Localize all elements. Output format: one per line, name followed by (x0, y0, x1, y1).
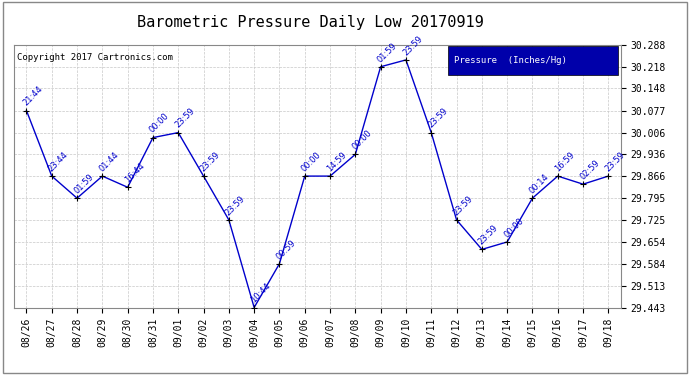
FancyBboxPatch shape (448, 46, 618, 75)
Text: Barometric Pressure Daily Low 20170919: Barometric Pressure Daily Low 20170919 (137, 15, 484, 30)
Text: 23:59: 23:59 (426, 106, 449, 130)
Text: Copyright 2017 Cartronics.com: Copyright 2017 Cartronics.com (17, 53, 172, 62)
Text: 00:14: 00:14 (527, 172, 551, 195)
Text: 00:00: 00:00 (502, 216, 525, 239)
Text: 14:59: 14:59 (325, 150, 348, 173)
Text: 23:44: 23:44 (47, 150, 70, 173)
Text: 00:00: 00:00 (148, 112, 171, 135)
Text: 23:59: 23:59 (401, 34, 424, 57)
Text: 23:59: 23:59 (603, 150, 627, 173)
Text: 16:59: 16:59 (553, 150, 576, 173)
Text: 23:59: 23:59 (451, 194, 475, 217)
Text: 00:00: 00:00 (351, 128, 373, 152)
Text: Pressure  (Inches/Hg): Pressure (Inches/Hg) (454, 56, 567, 65)
Text: 23:59: 23:59 (173, 106, 197, 130)
Text: 10:44: 10:44 (249, 282, 273, 305)
Text: 23:59: 23:59 (224, 194, 247, 217)
Text: 21:44: 21:44 (21, 85, 45, 108)
Text: 01:59: 01:59 (375, 41, 399, 64)
Text: 01:59: 01:59 (72, 172, 95, 195)
Text: 23:59: 23:59 (477, 224, 500, 247)
Text: 01:44: 01:44 (97, 150, 121, 173)
Text: 16:44: 16:44 (123, 161, 146, 184)
Text: 23:59: 23:59 (199, 150, 221, 173)
Text: 02:59: 02:59 (578, 158, 601, 182)
Text: 00:00: 00:00 (299, 150, 323, 173)
Text: 00:59: 00:59 (275, 238, 297, 261)
